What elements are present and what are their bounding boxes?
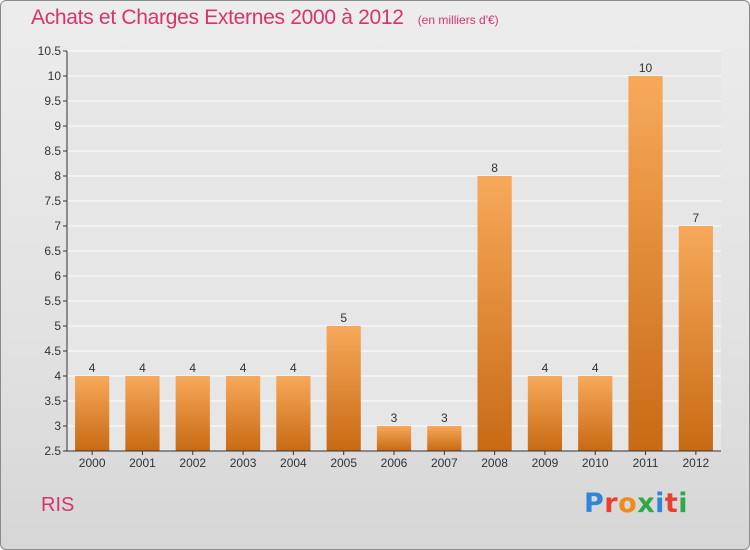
x-tick-label: 2000 <box>79 456 106 470</box>
y-tick-label: 9 <box>54 119 61 133</box>
data-label: 8 <box>491 161 498 175</box>
x-tick-label: 2004 <box>280 456 307 470</box>
axes <box>63 50 721 455</box>
data-label: 4 <box>189 361 196 375</box>
y-tick-label: 6 <box>54 269 61 283</box>
y-tick-label: 10.5 <box>38 44 62 58</box>
place-name: RIS <box>41 494 75 516</box>
x-tick-label: 2001 <box>129 456 156 470</box>
data-label: 4 <box>290 361 297 375</box>
bar <box>75 376 110 451</box>
bar <box>175 376 210 451</box>
data-label: 4 <box>542 361 549 375</box>
chart-title: Achats et Charges Externes 2000 à 2012 <box>31 6 404 29</box>
bar <box>125 376 160 451</box>
y-tick-label: 8 <box>54 169 61 183</box>
gridlines <box>67 50 721 427</box>
bar <box>376 426 412 451</box>
x-tick-label: 2009 <box>532 456 559 470</box>
data-label: 4 <box>89 361 96 375</box>
logo-letter: o <box>618 488 638 519</box>
y-tick-label: 2.5 <box>44 444 61 458</box>
x-tick-label: 2007 <box>431 456 458 470</box>
x-tick-label: 2011 <box>633 456 659 470</box>
data-label: 10 <box>639 61 653 75</box>
bar <box>477 176 512 451</box>
data-label: 4 <box>139 361 146 375</box>
chart-subtitle: (en milliers d'€) <box>417 13 499 27</box>
x-tick-label: 2008 <box>481 456 508 470</box>
y-tick-label: 3 <box>54 419 61 433</box>
y-tick-label: 6.5 <box>44 244 61 258</box>
data-label: 3 <box>441 411 448 425</box>
logo-letter: t <box>664 488 679 519</box>
bar <box>225 376 261 451</box>
y-tick-label: 4 <box>54 369 61 383</box>
y-tick-label: 7.5 <box>44 194 61 208</box>
bar <box>276 376 311 451</box>
data-label: 4 <box>592 361 599 375</box>
logo-letter: P <box>584 488 605 519</box>
bars <box>75 76 713 451</box>
logo-letter: i <box>655 488 665 519</box>
y-tick-label: 8.5 <box>44 144 61 158</box>
bar <box>578 376 613 451</box>
labels: 2.5 3 3.5 4 4.5 5 5.5 6 6.5 7 7.5 8 8.5 9 9.5 10 10.5 4 20… <box>38 44 710 470</box>
y-tick-label: 7 <box>54 219 61 233</box>
bar <box>678 226 713 451</box>
y-tick-label: 5 <box>54 319 61 333</box>
bar <box>628 76 663 451</box>
data-label: 7 <box>693 211 700 225</box>
x-tick-label: 2012 <box>682 456 709 470</box>
data-label: 4 <box>240 361 247 375</box>
title-row: Achats et Charges Externes 2000 à 2012 (… <box>31 6 499 30</box>
y-tick-label: 3.5 <box>44 394 61 408</box>
bar <box>427 426 462 451</box>
bar <box>527 376 563 451</box>
y-tick-label: 9.5 <box>44 94 61 108</box>
x-tick-label: 2006 <box>381 456 408 470</box>
proxiti-logo: Proxiti <box>584 488 688 519</box>
x-tick-label: 2002 <box>179 456 206 470</box>
x-tick-label: 2003 <box>230 456 257 470</box>
bar <box>326 326 361 451</box>
y-tick-label: 10 <box>48 69 62 83</box>
y-tick-label: 5.5 <box>44 294 61 308</box>
data-label: 3 <box>391 411 398 425</box>
x-tick-label: 2010 <box>582 456 609 470</box>
logo-letter: r <box>604 488 619 519</box>
logo-letter: x <box>637 488 656 519</box>
x-tick-label: 2005 <box>330 456 357 470</box>
data-label: 5 <box>340 311 347 325</box>
y-tick-label: 4.5 <box>44 344 61 358</box>
logo-letter: i <box>678 488 689 519</box>
